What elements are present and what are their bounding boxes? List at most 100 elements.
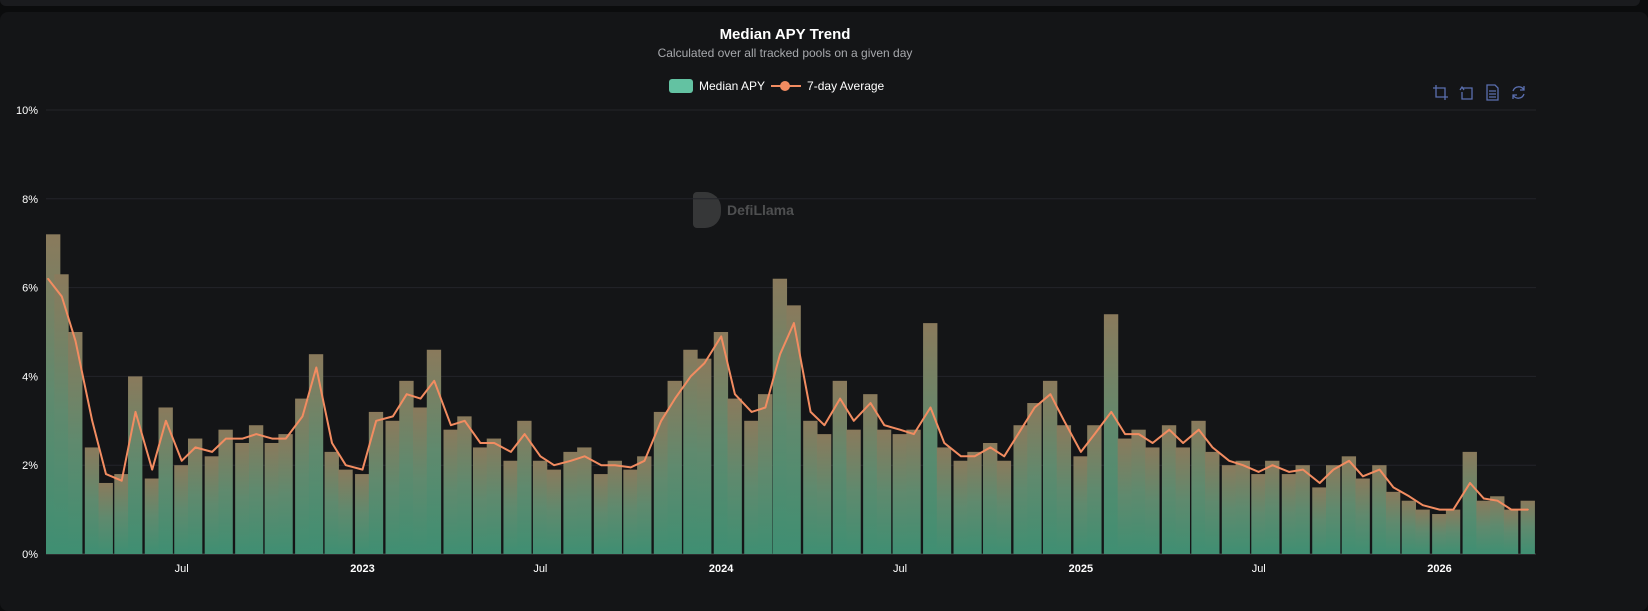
median-apy-bar[interactable]: [786, 305, 801, 554]
seven-day-average-line[interactable]: [47, 278, 1528, 511]
median-apy-bar[interactable]: [174, 465, 189, 554]
median-apy-bar[interactable]: [697, 358, 712, 554]
median-apy-bar[interactable]: [204, 456, 220, 554]
median-apy-bar[interactable]: [1281, 474, 1297, 554]
median-apy-bar[interactable]: [1161, 425, 1177, 554]
median-apy-bar[interactable]: [1325, 465, 1341, 554]
median-apy-bar[interactable]: [1056, 425, 1072, 554]
median-apy-bar[interactable]: [1145, 447, 1160, 554]
median-apy-bar[interactable]: [1117, 438, 1132, 554]
median-apy-bar[interactable]: [876, 429, 892, 554]
median-apy-bar[interactable]: [84, 447, 100, 554]
median-apy-bar[interactable]: [1432, 514, 1447, 554]
median-apy-bar[interactable]: [1013, 425, 1028, 554]
median-apy-bar[interactable]: [399, 380, 414, 554]
median-apy-bar[interactable]: [235, 443, 250, 554]
legend-line-swatch[interactable]: [771, 79, 802, 93]
median-apy-bar[interactable]: [1312, 487, 1327, 554]
median-apy-bar[interactable]: [385, 420, 400, 554]
median-apy-bar[interactable]: [532, 460, 548, 554]
median-apy-bar[interactable]: [1401, 500, 1417, 554]
median-apy-bar[interactable]: [623, 469, 638, 554]
median-apy-bar[interactable]: [355, 474, 370, 554]
median-apy-bar[interactable]: [996, 460, 1012, 554]
undo-icon[interactable]: [1458, 84, 1475, 101]
median-apy-bar[interactable]: [744, 420, 759, 554]
median-apy-bar[interactable]: [1205, 451, 1220, 554]
median-apy-bar[interactable]: [338, 469, 353, 554]
median-apy-bar[interactable]: [324, 451, 339, 554]
median-apy-bar[interactable]: [368, 411, 384, 554]
median-apy-bar[interactable]: [472, 447, 488, 554]
median-apy-bar[interactable]: [1131, 429, 1146, 554]
median-apy-bar[interactable]: [264, 443, 279, 554]
median-apy-bar[interactable]: [607, 460, 622, 554]
median-apy-bar[interactable]: [1372, 465, 1387, 554]
median-apy-bar[interactable]: [1445, 509, 1461, 554]
median-apy-bar[interactable]: [653, 411, 669, 554]
median-apy-bar[interactable]: [114, 474, 129, 554]
median-apy-bar[interactable]: [1503, 509, 1519, 554]
data-view-icon[interactable]: [1484, 84, 1501, 101]
median-apy-bar[interactable]: [577, 447, 592, 554]
median-apy-bar[interactable]: [1191, 420, 1206, 554]
median-apy-bar[interactable]: [1355, 478, 1370, 554]
median-apy-bar[interactable]: [1042, 380, 1058, 554]
median-apy-bar[interactable]: [144, 478, 160, 554]
median-apy-bar[interactable]: [503, 460, 518, 554]
median-apy-bar[interactable]: [667, 380, 682, 554]
median-apy-bar[interactable]: [816, 434, 832, 554]
median-apy-bar[interactable]: [308, 354, 324, 554]
median-apy-bar[interactable]: [1385, 491, 1401, 554]
median-apy-bar[interactable]: [426, 349, 442, 554]
median-apy-bar[interactable]: [923, 323, 938, 554]
median-apy-bar[interactable]: [54, 274, 69, 554]
median-apy-bar[interactable]: [68, 332, 83, 554]
median-apy-bar[interactable]: [1235, 460, 1250, 554]
median-apy-bar[interactable]: [98, 482, 113, 554]
median-apy-bar[interactable]: [637, 456, 652, 554]
median-apy-bar[interactable]: [906, 429, 921, 554]
median-apy-bar[interactable]: [1295, 465, 1310, 554]
median-apy-bar[interactable]: [1175, 447, 1190, 554]
median-apy-bar[interactable]: [1341, 456, 1357, 554]
median-apy-bar[interactable]: [218, 429, 233, 554]
median-apy-bar[interactable]: [967, 451, 982, 554]
median-apy-bar[interactable]: [1415, 509, 1430, 554]
crop-icon[interactable]: [1432, 84, 1449, 101]
median-apy-bar[interactable]: [1251, 474, 1266, 554]
median-apy-bar[interactable]: [563, 451, 578, 554]
median-apy-bar[interactable]: [457, 416, 472, 554]
median-apy-bar[interactable]: [727, 398, 742, 554]
median-apy-bar[interactable]: [295, 398, 310, 554]
median-apy-bar[interactable]: [413, 407, 428, 554]
median-apy-bar[interactable]: [443, 429, 458, 554]
median-apy-bar[interactable]: [1476, 500, 1491, 554]
median-apy-bar[interactable]: [1462, 451, 1477, 554]
median-apy-bar[interactable]: [772, 278, 788, 554]
median-apy-bar[interactable]: [846, 429, 861, 554]
median-apy-bar[interactable]: [546, 469, 562, 554]
median-apy-bar[interactable]: [757, 394, 773, 554]
median-apy-bar[interactable]: [248, 425, 264, 554]
median-apy-bar[interactable]: [187, 438, 203, 554]
median-apy-bar[interactable]: [1103, 314, 1119, 554]
median-apy-bar[interactable]: [683, 349, 698, 554]
median-apy-bar[interactable]: [1520, 500, 1535, 554]
median-apy-bar[interactable]: [892, 434, 907, 554]
median-apy-bar[interactable]: [1027, 403, 1042, 554]
median-apy-bar[interactable]: [158, 407, 173, 554]
median-apy-bar[interactable]: [1087, 425, 1102, 554]
legend-line-label[interactable]: 7-day Average: [807, 79, 885, 93]
median-apy-bar[interactable]: [593, 474, 609, 554]
legend-bar-label[interactable]: Median APY: [699, 79, 766, 93]
median-apy-bar[interactable]: [803, 420, 818, 554]
median-apy-bar[interactable]: [1490, 496, 1505, 554]
refresh-icon[interactable]: [1510, 84, 1527, 101]
median-apy-bar[interactable]: [953, 460, 968, 554]
median-apy-bar[interactable]: [713, 332, 729, 554]
median-apy-bar[interactable]: [863, 394, 878, 554]
median-apy-bar[interactable]: [486, 438, 502, 554]
median-apy-bar[interactable]: [278, 434, 293, 554]
median-apy-bar[interactable]: [983, 443, 998, 554]
